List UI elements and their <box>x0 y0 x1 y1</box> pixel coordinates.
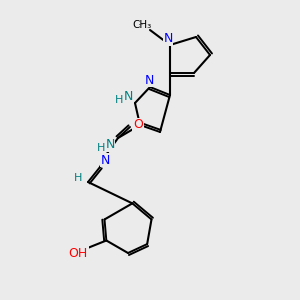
Text: H: H <box>97 143 105 153</box>
Text: N: N <box>100 154 110 166</box>
Text: N: N <box>105 139 115 152</box>
Text: N: N <box>144 74 154 86</box>
Text: CH₃: CH₃ <box>132 20 152 30</box>
Text: H: H <box>115 95 123 105</box>
Text: O: O <box>133 118 143 131</box>
Text: N: N <box>163 32 173 46</box>
Text: OH: OH <box>69 247 88 260</box>
Text: N: N <box>123 89 133 103</box>
Text: methyl: methyl <box>139 23 143 25</box>
Text: H: H <box>74 173 82 183</box>
